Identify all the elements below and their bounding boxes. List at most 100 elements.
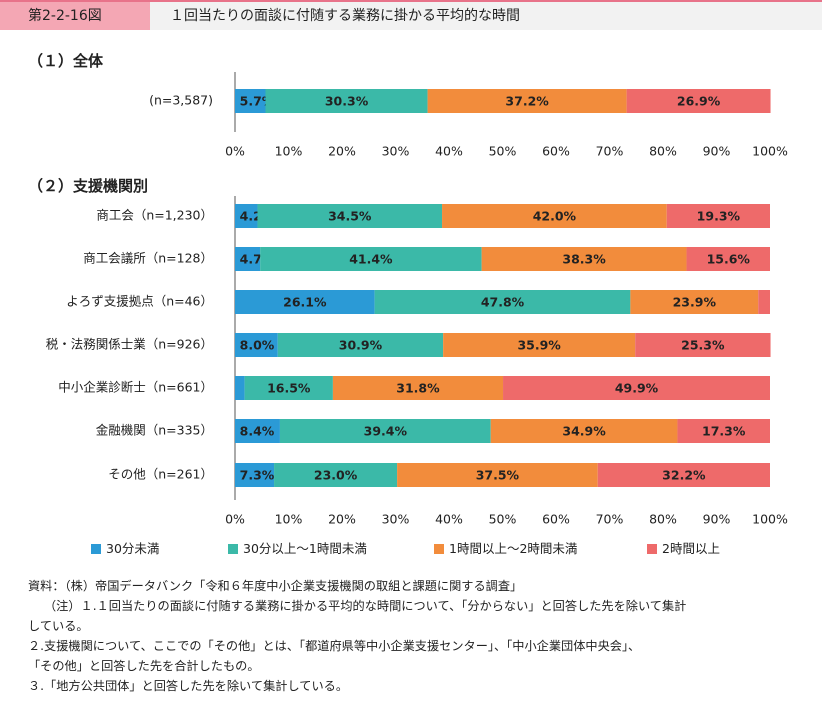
figure-label: 第2-2-16図 <box>0 2 150 30</box>
bar-1-5-1 <box>279 419 491 443</box>
data-label-1-0-2: 42.0% <box>533 209 577 224</box>
x-tick-label-0-0: 0% <box>225 144 245 159</box>
data-label-1-5-3: 17.3% <box>702 424 746 439</box>
data-label-1-5-0: 8.4% <box>240 424 275 439</box>
data-label-1-1-2: 38.3% <box>562 252 606 267</box>
bar-1-6-2 <box>397 463 598 487</box>
x-tick-label-0-10: 100% <box>752 144 788 159</box>
data-label-1-4-3: 49.9% <box>615 381 659 396</box>
bar-1-3-0 <box>235 333 278 357</box>
bar-0-0-3 <box>626 89 771 113</box>
note-1-cont: している。 <box>28 619 89 633</box>
bar-1-5-2 <box>490 419 678 443</box>
bar-1-0-3 <box>666 204 770 228</box>
data-label-1-3-2: 35.9% <box>517 338 561 353</box>
note-source: 資料：（株）帝国データバンク「令和６年度中小企業支援機関の取組と課題に関する調査… <box>28 579 523 593</box>
legend-label-3: 2時間以上 <box>662 541 720 556</box>
x-tick-label-0-5: 50% <box>489 144 517 159</box>
x-tick-label-0-7: 70% <box>596 144 624 159</box>
x-tick-label-0-8: 80% <box>649 144 677 159</box>
category-label-1-0: 商工会（n=1,230） <box>96 208 213 223</box>
bar-1-4-3 <box>503 376 770 400</box>
legend-swatch-1 <box>228 544 238 554</box>
bar-0-0-1 <box>265 89 428 113</box>
bar-1-1-2 <box>481 247 687 271</box>
category-label-1-1: 商工会議所（n=128） <box>83 251 213 266</box>
bar-1-5-0 <box>235 419 280 443</box>
bar-0-0-0 <box>235 89 266 113</box>
legend-swatch-0 <box>91 544 101 554</box>
data-label-1-2-1: 47.8% <box>481 295 525 310</box>
data-label-0-0-1: 30.3% <box>325 94 369 109</box>
bar-1-2-2 <box>630 290 759 314</box>
category-label-1-6: その他（n=261） <box>108 467 213 482</box>
x-tick-label-1-1: 10% <box>275 512 303 527</box>
x-tick-label-1-3: 30% <box>382 512 410 527</box>
category-label-1-5: 金融機関（n=335） <box>96 423 213 438</box>
legend-label-1: 30分以上～1時間未満 <box>243 541 367 556</box>
bar-1-4-0 <box>235 376 245 400</box>
bar-1-3-1 <box>277 333 444 357</box>
bar-0-0-2 <box>427 89 627 113</box>
data-label-0-0-2: 37.2% <box>505 94 549 109</box>
bar-1-3-2 <box>443 333 636 357</box>
legend-label-0: 30分未満 <box>106 541 159 556</box>
bar-1-0-2 <box>442 204 667 228</box>
bar-1-1-3 <box>686 247 770 271</box>
category-label-1-3: 税・法務関係士業（n=926） <box>46 337 213 352</box>
data-label-1-1-1: 41.4% <box>349 252 393 267</box>
bar-1-4-2 <box>332 376 504 400</box>
x-tick-label-1-7: 70% <box>596 512 624 527</box>
category-label-1-2: よろず支援拠点（n=46） <box>66 294 213 309</box>
x-tick-label-0-1: 10% <box>275 144 303 159</box>
data-label-1-2-2: 23.9% <box>673 295 717 310</box>
x-tick-label-1-8: 80% <box>649 512 677 527</box>
bar-1-3-3 <box>635 333 771 357</box>
category-label-0-0: (n=3,587) <box>149 93 213 108</box>
notes: 資料：（株）帝国データバンク「令和６年度中小企業支援機関の取組と課題に関する調査… <box>28 576 808 696</box>
data-label-1-6-0: 7.3% <box>240 468 275 483</box>
bar-1-5-3 <box>677 419 770 443</box>
legend-label-2: 1時間以上～2時間未満 <box>449 541 577 556</box>
bar-1-2-0 <box>235 290 375 314</box>
x-tick-label-0-6: 60% <box>542 144 570 159</box>
section-title-overall: （１）全体 <box>28 52 104 70</box>
note-2: ２.支援機関について、ここでの「その他」とは、「都道府県等中小企業支援センター」… <box>28 639 641 653</box>
x-tick-label-0-4: 40% <box>435 144 463 159</box>
data-label-1-3-3: 25.3% <box>681 338 725 353</box>
section-title-by-institution: （２）支援機関別 <box>28 177 149 195</box>
x-tick-label-1-4: 40% <box>435 512 463 527</box>
legend-swatch-3 <box>647 544 657 554</box>
data-label-1-2-0: 26.1% <box>283 295 327 310</box>
x-tick-label-1-2: 20% <box>328 512 356 527</box>
x-tick-label-1-5: 50% <box>489 512 517 527</box>
note-1: （注）１.１回当たりの面談に付随する業務に掛かる平均的な時間について、「分からな… <box>44 599 687 613</box>
bar-1-6-1 <box>274 463 398 487</box>
x-tick-label-1-9: 90% <box>703 512 731 527</box>
bar-1-0-1 <box>257 204 443 228</box>
bar-1-1-1 <box>260 247 482 271</box>
legend-swatch-2 <box>434 544 444 554</box>
bar-1-2-1 <box>374 290 631 314</box>
x-tick-label-1-6: 60% <box>542 512 570 527</box>
data-label-1-5-2: 34.9% <box>562 424 606 439</box>
note-2-cont: 「その他」と回答した先を合計したもの。 <box>28 659 260 673</box>
data-label-1-0-3: 19.3% <box>697 209 741 224</box>
data-label-1-4-1: 16.5% <box>267 381 311 396</box>
data-label-1-6-2: 37.5% <box>476 468 520 483</box>
x-tick-label-0-3: 30% <box>382 144 410 159</box>
figure-title: １回当たりの面談に付随する業務に掛かる平均的な時間 <box>170 8 520 24</box>
bar-1-6-3 <box>597 463 770 487</box>
data-label-0-0-3: 26.9% <box>677 94 721 109</box>
x-tick-label-1-10: 100% <box>752 512 788 527</box>
note-3: ３.「地方公共団体」と回答した先を除いて集計している。 <box>28 679 349 693</box>
data-label-1-6-3: 32.2% <box>662 468 706 483</box>
data-label-1-3-0: 8.0% <box>240 338 275 353</box>
category-label-1-4: 中小企業診断士（n=661） <box>58 380 213 395</box>
bar-1-4-1 <box>244 376 333 400</box>
x-tick-label-0-2: 20% <box>328 144 356 159</box>
data-label-1-0-1: 34.5% <box>328 209 372 224</box>
figure-header: 第2-2-16図 １回当たりの面談に付随する業務に掛かる平均的な時間 <box>0 0 822 30</box>
data-label-1-1-3: 15.6% <box>707 252 751 267</box>
x-tick-label-0-9: 90% <box>703 144 731 159</box>
